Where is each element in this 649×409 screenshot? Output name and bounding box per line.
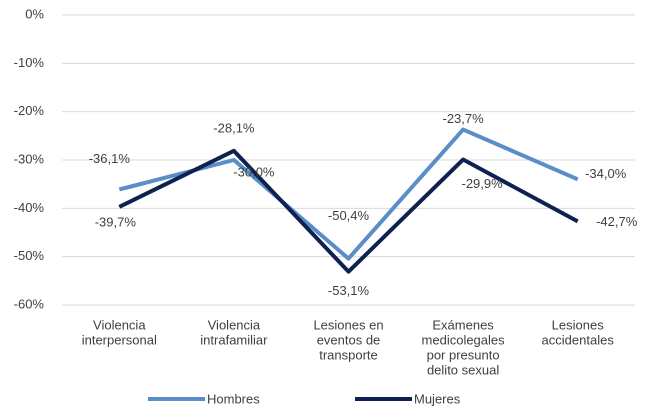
y-tick-label: -30%: [14, 151, 45, 166]
data-label: -50,4%: [328, 208, 370, 223]
x-tick-label: transporte: [319, 347, 378, 362]
y-tick-label: -40%: [14, 200, 45, 215]
x-tick-label: accidentales: [542, 332, 615, 347]
y-tick-label: -50%: [14, 248, 45, 263]
legend-label: Mujeres: [414, 391, 461, 406]
data-label: -42,7%: [596, 214, 638, 229]
y-tick-label: -60%: [14, 296, 45, 311]
x-tick-label: por presunto: [427, 347, 500, 362]
y-tick-label: -10%: [14, 55, 45, 70]
series-line: [118, 148, 579, 274]
x-tick-label: Violencia: [208, 317, 261, 332]
y-tick-label: 0%: [25, 6, 44, 21]
x-tick-label: eventos de: [317, 332, 381, 347]
x-tick-label: Lesiones en: [313, 317, 383, 332]
x-tick-label: Lesiones: [552, 317, 605, 332]
x-tick-label: medicolegales: [422, 332, 506, 347]
x-tick-label: interpersonal: [82, 332, 157, 347]
series-line: [118, 127, 579, 261]
x-tick-label: Exámenes: [432, 317, 494, 332]
x-tick-label: delito sexual: [427, 362, 499, 377]
data-label: -23,7%: [442, 111, 484, 126]
data-label: -28,1%: [213, 120, 255, 135]
data-label: -30,0%: [233, 164, 275, 179]
x-tick-label: Violencia: [93, 317, 146, 332]
legend-label: Hombres: [207, 391, 260, 406]
data-label: -36,1%: [89, 151, 131, 166]
data-label: -29,9%: [461, 176, 503, 191]
data-label: -53,1%: [328, 283, 370, 298]
data-label: -39,7%: [95, 214, 137, 229]
y-tick-label: -20%: [14, 103, 45, 118]
data-label: -34,0%: [585, 166, 627, 181]
x-tick-label: intrafamiliar: [200, 332, 268, 347]
